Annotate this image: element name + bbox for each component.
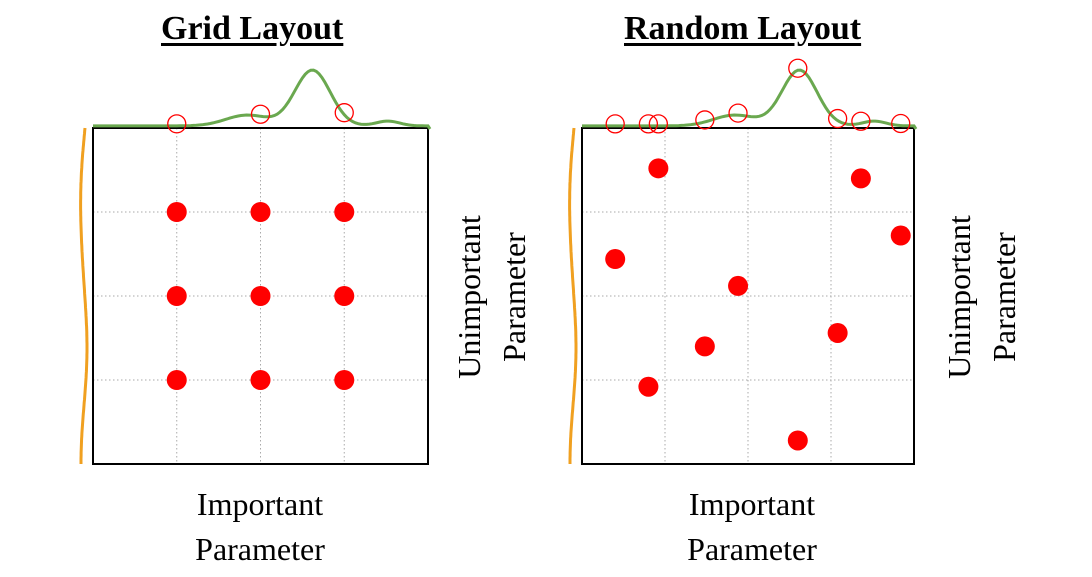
grid-sample-point-2 bbox=[250, 202, 271, 222]
grid-top-marginal-curve bbox=[93, 68, 432, 130]
grid-plot-frame bbox=[92, 127, 429, 465]
random-x-label-line2: Parameter bbox=[687, 531, 817, 567]
grid-y-axis-label: Unimportant Parameter bbox=[447, 167, 537, 427]
grid-projection-marker-2 bbox=[250, 104, 271, 124]
grid-sample-point-8 bbox=[250, 370, 271, 390]
random-projection-marker-6 bbox=[827, 108, 848, 129]
random-sample-point-5 bbox=[728, 275, 749, 296]
random-projection-marker-1 bbox=[648, 114, 669, 134]
grid-x-label-line2: Parameter bbox=[195, 531, 325, 567]
grid-x-label-line1: Important bbox=[196, 486, 324, 522]
grid-sample-point-7 bbox=[166, 370, 187, 390]
random-y-label-line2: Parameter bbox=[986, 232, 1022, 362]
random-projection-marker-5 bbox=[728, 103, 748, 123]
random-sample-point-4 bbox=[605, 249, 626, 270]
random-layout-panel bbox=[568, 58, 918, 465]
random-layout-title: Random Layout bbox=[624, 10, 862, 47]
random-projection-marker-4 bbox=[605, 114, 625, 134]
grid-projection-marker-3 bbox=[334, 103, 354, 123]
random-plot-frame bbox=[581, 127, 915, 465]
random-sample-point-3 bbox=[890, 225, 911, 246]
grid-sample-point-3 bbox=[334, 202, 355, 222]
random-sample-point-9 bbox=[787, 430, 808, 451]
grid-sample-point-5 bbox=[250, 286, 271, 306]
grid-sample-point-1 bbox=[166, 202, 187, 222]
random-y-axis-label: Unimportant Parameter bbox=[937, 167, 1027, 427]
grid-layout-panel bbox=[79, 68, 432, 465]
grid-x-axis-label: Important Parameter bbox=[130, 482, 390, 572]
random-y-label-line1: Unimportant bbox=[941, 215, 977, 379]
grid-projection-marker-1 bbox=[167, 114, 187, 134]
grid-sample-point-6 bbox=[334, 286, 355, 306]
random-sample-point-6 bbox=[827, 322, 848, 343]
random-projection-marker-9 bbox=[788, 58, 808, 78]
random-sample-point-2 bbox=[850, 168, 871, 189]
random-top-marginal-curve bbox=[582, 68, 918, 130]
grid-sample-point-4 bbox=[166, 286, 187, 306]
grid-sample-point-9 bbox=[334, 370, 355, 390]
grid-y-label-line2: Parameter bbox=[496, 232, 532, 362]
random-x-label-line1: Important bbox=[688, 486, 816, 522]
grid-y-label-line1: Unimportant bbox=[451, 215, 487, 379]
grid-layout-title: Grid Layout bbox=[161, 10, 344, 47]
grid-left-marginal-curve bbox=[79, 127, 89, 464]
random-projection-marker-3 bbox=[891, 113, 911, 134]
random-x-axis-label: Important Parameter bbox=[622, 482, 882, 572]
random-sample-point-1 bbox=[648, 158, 669, 179]
random-sample-point-7 bbox=[694, 336, 715, 357]
random-projection-marker-7 bbox=[695, 110, 715, 130]
random-projection-marker-8 bbox=[638, 114, 659, 134]
random-sample-point-8 bbox=[638, 376, 659, 397]
random-projection-marker-2 bbox=[851, 111, 871, 131]
random-left-marginal-curve bbox=[568, 127, 578, 464]
